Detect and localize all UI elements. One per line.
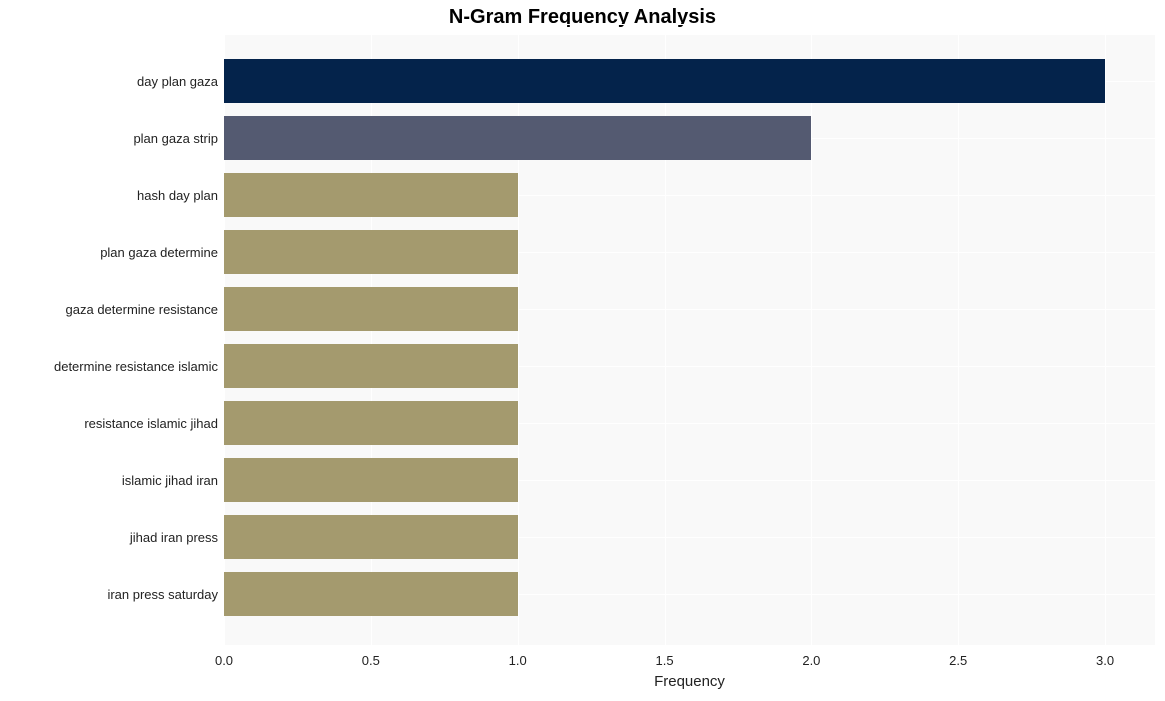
gridline: [1105, 35, 1106, 645]
y-tick-label: jihad iran press: [130, 530, 218, 545]
bar: [224, 401, 518, 445]
x-tick-label: 1.5: [655, 653, 673, 668]
bar: [224, 230, 518, 274]
bar: [224, 515, 518, 559]
x-tick-label: 3.0: [1096, 653, 1114, 668]
x-tick-label: 2.5: [949, 653, 967, 668]
bar: [224, 173, 518, 217]
y-tick-label: determine resistance islamic: [54, 359, 218, 374]
gridline: [811, 35, 812, 645]
x-axis-label: Frequency: [224, 673, 1155, 690]
h-gridline: [224, 651, 1155, 652]
x-tick-label: 0.0: [215, 653, 233, 668]
bar: [224, 287, 518, 331]
chart-title: N-Gram Frequency Analysis: [0, 6, 1165, 29]
y-tick-label: day plan gaza: [137, 74, 218, 89]
bar: [224, 59, 1105, 103]
bar: [224, 572, 518, 616]
h-gridline: [224, 24, 1155, 25]
y-tick-label: hash day plan: [137, 188, 218, 203]
y-tick-label: plan gaza strip: [133, 131, 218, 146]
y-tick-label: resistance islamic jihad: [84, 416, 218, 431]
bar: [224, 344, 518, 388]
x-tick-label: 2.0: [802, 653, 820, 668]
y-tick-label: plan gaza determine: [100, 245, 218, 260]
bar: [224, 458, 518, 502]
y-tick-label: islamic jihad iran: [122, 473, 218, 488]
bar: [224, 116, 811, 160]
gridline: [958, 35, 959, 645]
x-tick-label: 1.0: [509, 653, 527, 668]
plot-area: [224, 35, 1155, 645]
x-tick-label: 0.5: [362, 653, 380, 668]
y-tick-label: iran press saturday: [107, 587, 218, 602]
ngram-chart: N-Gram Frequency Analysis Frequency 0.0 0…: [0, 0, 1165, 701]
y-tick-label: gaza determine resistance: [66, 302, 218, 317]
